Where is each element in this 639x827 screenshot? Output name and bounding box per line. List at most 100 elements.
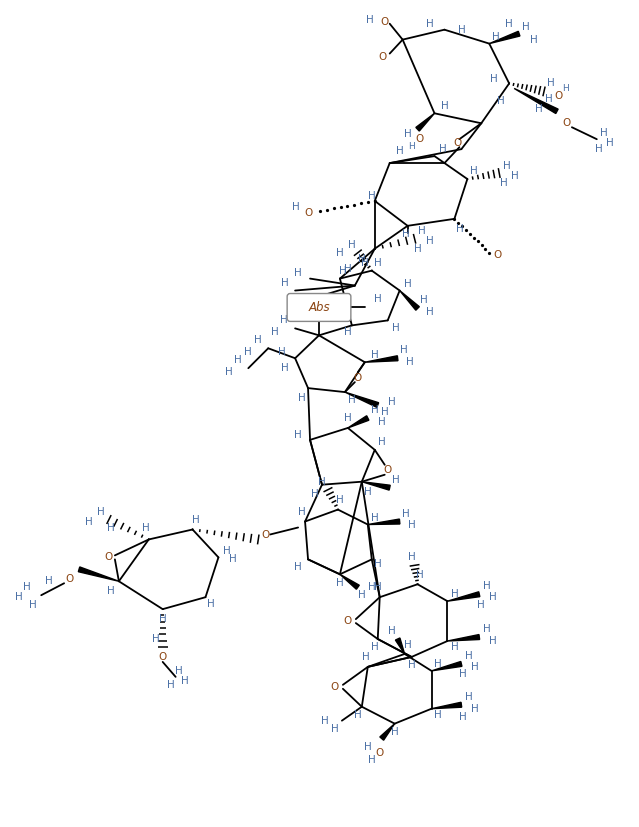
Text: H: H — [535, 104, 543, 114]
Text: H: H — [281, 278, 289, 288]
Text: O: O — [261, 530, 270, 541]
Text: H: H — [396, 146, 403, 156]
Text: O: O — [304, 208, 312, 218]
Text: H: H — [562, 84, 569, 93]
Polygon shape — [362, 481, 390, 490]
Text: H: H — [459, 712, 467, 722]
Text: H: H — [465, 691, 473, 702]
Text: H: H — [368, 191, 376, 201]
Text: H: H — [348, 395, 356, 405]
Text: H: H — [497, 97, 505, 107]
Text: O: O — [354, 373, 362, 383]
Polygon shape — [431, 662, 462, 671]
Text: H: H — [174, 666, 183, 676]
Text: H: H — [371, 351, 379, 361]
Text: H: H — [408, 141, 415, 151]
FancyBboxPatch shape — [287, 294, 351, 322]
Text: O: O — [381, 17, 389, 26]
Text: H: H — [192, 514, 199, 524]
Text: H: H — [235, 356, 242, 366]
Text: H: H — [483, 624, 491, 634]
Text: H: H — [381, 407, 389, 417]
Text: Abs: Abs — [308, 301, 330, 314]
Text: H: H — [374, 294, 381, 304]
Text: H: H — [254, 335, 262, 346]
Text: H: H — [152, 634, 160, 644]
Text: H: H — [362, 652, 370, 662]
Text: H: H — [29, 600, 37, 610]
Text: H: H — [392, 475, 399, 485]
Text: H: H — [606, 138, 613, 148]
Text: H: H — [344, 327, 351, 337]
Text: H: H — [450, 589, 458, 600]
Text: H: H — [545, 94, 553, 104]
Text: H: H — [371, 513, 379, 523]
Text: H: H — [388, 397, 396, 407]
Text: O: O — [331, 681, 339, 692]
Text: H: H — [438, 144, 446, 154]
Text: H: H — [413, 244, 422, 254]
Text: O: O — [376, 748, 384, 758]
Text: H: H — [85, 517, 93, 527]
Polygon shape — [514, 88, 558, 113]
Text: H: H — [142, 523, 150, 533]
Text: H: H — [321, 715, 329, 725]
Text: O: O — [158, 652, 167, 662]
Text: H: H — [426, 19, 433, 29]
Text: H: H — [483, 581, 491, 591]
Polygon shape — [431, 702, 462, 709]
Polygon shape — [380, 724, 395, 740]
Text: H: H — [434, 710, 442, 719]
Text: H: H — [294, 562, 302, 572]
Text: H: H — [434, 659, 442, 669]
Text: H: H — [402, 509, 410, 519]
Text: H: H — [45, 576, 53, 586]
Text: H: H — [600, 128, 608, 138]
Text: H: H — [458, 25, 465, 35]
Text: O: O — [493, 250, 502, 260]
Text: H: H — [348, 240, 356, 250]
Text: H: H — [366, 15, 374, 25]
Text: H: H — [392, 323, 399, 333]
Text: H: H — [404, 640, 412, 650]
Text: H: H — [477, 600, 485, 610]
Text: H: H — [358, 254, 366, 264]
Text: H: H — [222, 547, 230, 557]
Text: H: H — [336, 248, 344, 258]
Text: H: H — [331, 724, 339, 734]
Text: H: H — [344, 413, 351, 423]
Text: H: H — [404, 279, 412, 289]
Text: H: H — [522, 22, 530, 31]
Text: H: H — [107, 523, 115, 533]
Text: O: O — [563, 118, 571, 128]
Text: H: H — [408, 660, 415, 670]
Text: H: H — [406, 357, 413, 367]
Text: H: H — [107, 586, 115, 596]
Text: H: H — [364, 486, 372, 497]
Polygon shape — [489, 31, 520, 44]
Polygon shape — [368, 519, 400, 524]
Text: H: H — [206, 600, 214, 609]
Text: H: H — [368, 756, 376, 766]
Text: H: H — [450, 642, 458, 652]
Text: H: H — [504, 161, 511, 171]
Text: H: H — [489, 592, 497, 602]
Text: H: H — [279, 347, 286, 357]
Text: H: H — [420, 295, 427, 305]
Text: H: H — [470, 166, 478, 176]
Text: H: H — [459, 669, 467, 679]
Polygon shape — [340, 574, 359, 590]
Text: H: H — [374, 582, 381, 592]
Text: H: H — [358, 590, 366, 600]
Text: H: H — [400, 346, 408, 356]
Text: H: H — [472, 662, 479, 672]
Text: H: H — [181, 676, 189, 686]
Text: O: O — [453, 138, 461, 148]
Text: H: H — [292, 202, 300, 212]
Text: H: H — [378, 437, 385, 447]
Text: O: O — [344, 616, 352, 626]
Polygon shape — [447, 634, 480, 641]
Text: H: H — [456, 224, 463, 234]
Text: H: H — [364, 742, 372, 752]
Text: H: H — [500, 178, 508, 188]
